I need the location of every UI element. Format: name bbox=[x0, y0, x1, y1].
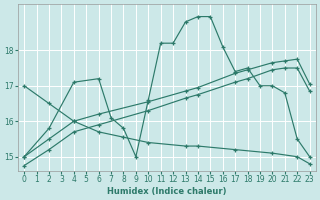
X-axis label: Humidex (Indice chaleur): Humidex (Indice chaleur) bbox=[107, 187, 227, 196]
